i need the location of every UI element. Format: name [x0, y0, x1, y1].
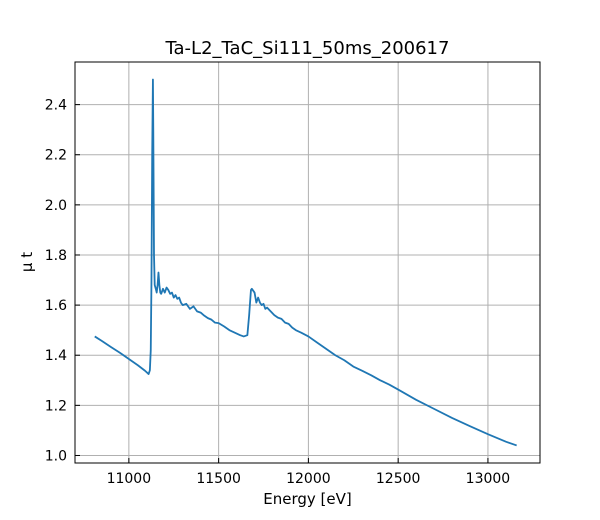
- y-tick-label: 2.0: [45, 198, 67, 214]
- y-tick-label: 2.4: [45, 98, 67, 114]
- y-tick-label: 1.6: [45, 298, 67, 314]
- series-line: [94, 78, 517, 447]
- series: [94, 78, 517, 447]
- y-tick-label: 1.2: [45, 398, 67, 414]
- y-tick-label: 1.8: [45, 248, 67, 264]
- ticks: 11000 11500 12000 12500 13000 1.0 1.2 1.4 1.6 1.8…: [45, 98, 510, 487]
- x-tick-label: 11500: [196, 471, 241, 487]
- x-axis-label: Energy [eV]: [263, 490, 351, 508]
- x-tick-label: 11000: [107, 471, 152, 487]
- x-tick-label: 13000: [466, 471, 511, 487]
- y-tick-label: 1.0: [45, 448, 67, 464]
- x-tick-label: 12500: [376, 471, 421, 487]
- y-axis-label: μ t: [18, 252, 36, 272]
- chart-title: Ta-L2_TaC_Si111_50ms_200617: [165, 38, 450, 59]
- plot-frame: [74, 61, 541, 464]
- x-tick-label: 12000: [286, 471, 331, 487]
- y-tick-label: 1.4: [45, 348, 67, 364]
- y-tick-label: 2.2: [45, 148, 67, 164]
